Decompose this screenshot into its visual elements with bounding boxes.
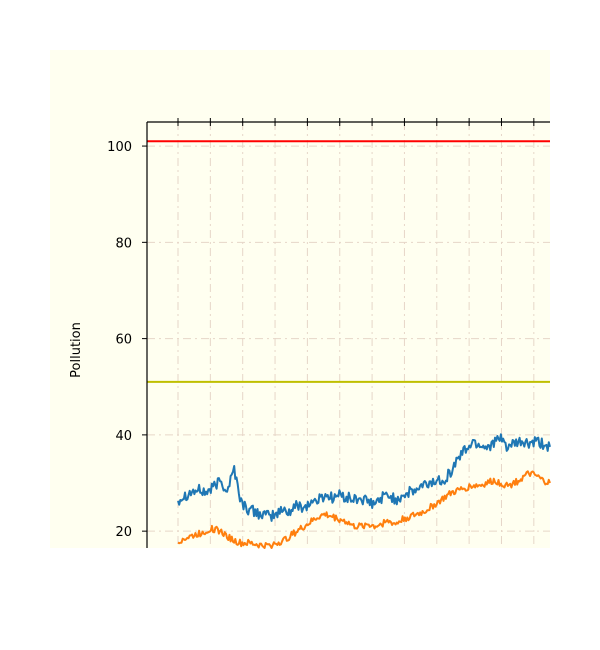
- figure-background: [50, 50, 550, 548]
- y-tick-label: 80: [115, 236, 132, 251]
- series-lines: [177, 433, 551, 549]
- x-ticks: [177, 118, 535, 126]
- series-line: [177, 433, 551, 522]
- y-tick-label: 100: [107, 140, 132, 155]
- y-tick-label: 40: [115, 429, 132, 444]
- y-tick-label: 20: [115, 525, 132, 540]
- axes: [146, 121, 550, 548]
- grid-lines: [147, 122, 550, 548]
- y-axis-label: Pollution: [69, 322, 84, 378]
- reference-lines: [147, 140, 550, 383]
- y-ticks: 20 40 60 80 100: [107, 140, 147, 540]
- y-tick-label: 60: [115, 333, 132, 348]
- series-line: [177, 470, 551, 549]
